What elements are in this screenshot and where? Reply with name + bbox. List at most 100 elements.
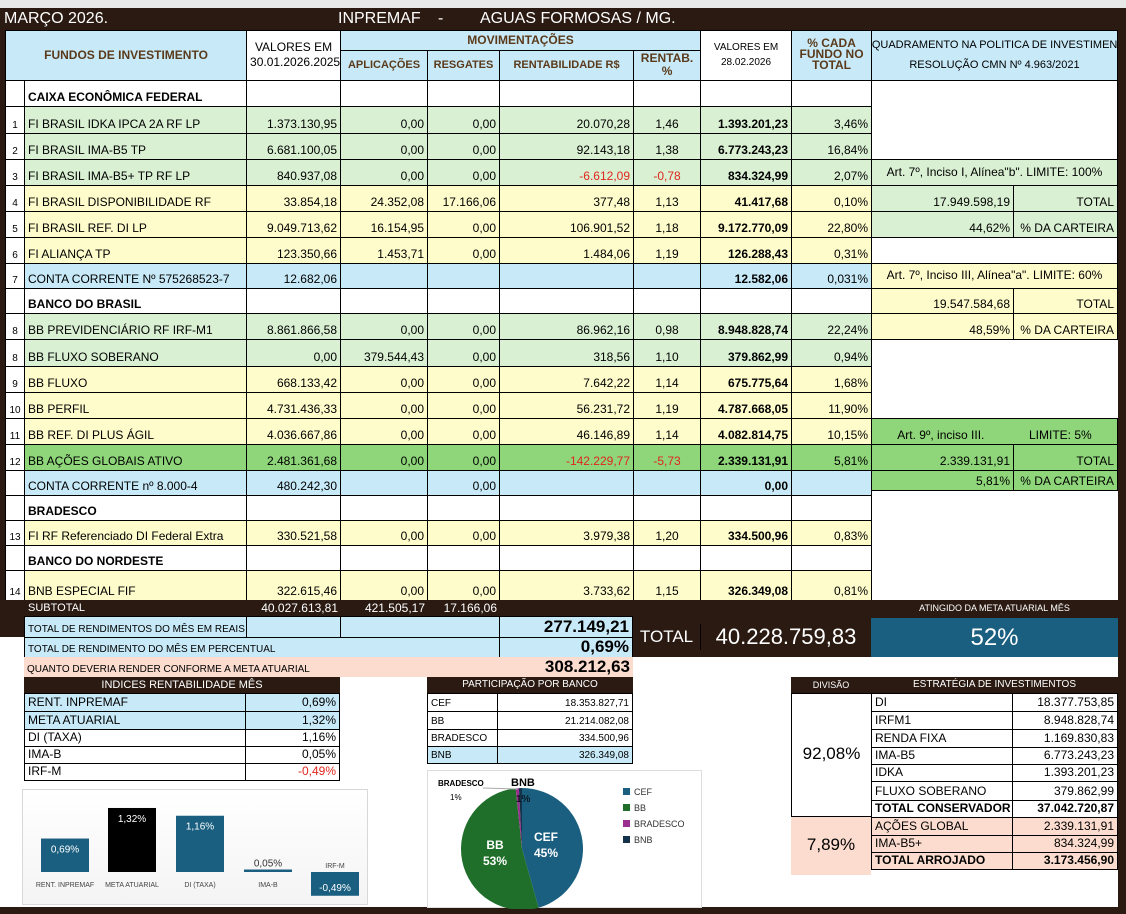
subtotal-row: SUBTOTAL 40.027.613,81 421.505,17 17.166… xyxy=(0,600,1126,616)
blank-cell xyxy=(700,545,793,571)
cell-curr: 12.582,06 xyxy=(700,263,793,289)
blank-cell xyxy=(499,495,635,521)
cell-pct xyxy=(633,470,702,496)
cell-apl: 24.352,08 xyxy=(340,185,429,212)
cell-name: BNB ESPECIAL FIF xyxy=(23,570,248,601)
bank-section-row: BRADESCO xyxy=(5,495,873,521)
cell-rent: 1.484,06 xyxy=(499,237,635,264)
blank-cell xyxy=(340,545,429,571)
cell-num: 8 xyxy=(5,313,25,340)
policy-art9-title: Art. 9º, inciso III. LIMITE: 5% xyxy=(871,418,1118,445)
cell-rent: 377,48 xyxy=(499,185,635,212)
blank-cell xyxy=(791,495,873,521)
income-label: TOTAL DE RENDIMENTOS DO MÊS EM REAIS xyxy=(24,616,247,638)
strategy-value: 8.948.828,74 xyxy=(1012,711,1118,730)
cell-curr: 126.288,43 xyxy=(700,237,793,264)
bar-di-taxa- xyxy=(176,815,224,872)
cell-rent xyxy=(499,263,635,289)
strategy-value: 37.042.720,87 xyxy=(1012,800,1118,818)
cell-name: BB PERFIL xyxy=(23,392,248,419)
blank-cell xyxy=(246,616,341,638)
cell-resg: 0,00 xyxy=(427,392,501,419)
cell-num: 6 xyxy=(5,237,25,264)
cell-prev: 480.242,30 xyxy=(246,470,342,496)
legend-label: BNB xyxy=(634,835,653,845)
bank-name: CAIXA ECONÔMICA FEDERAL xyxy=(23,80,248,107)
blank-cell xyxy=(340,80,429,107)
cell-curr: 1.393.201,23 xyxy=(700,106,793,134)
cell-rent: 3.733,62 xyxy=(499,570,635,601)
cell-resg: 0,00 xyxy=(427,159,501,186)
cell-resg: 0,00 xyxy=(427,133,501,160)
legend-label: BB xyxy=(634,803,646,813)
cell-rent: 86.962,16 xyxy=(499,313,635,340)
cell-rent: 20.070,28 xyxy=(499,106,635,134)
bar-category-label: IRF-M xyxy=(325,863,345,870)
goal-value: 52% xyxy=(871,618,1118,657)
bar-category-label: META ATUARIAL xyxy=(105,882,159,889)
strategy-label: IMA-B5+ xyxy=(871,835,1014,853)
title-separator: - xyxy=(438,10,444,27)
strategy-value: 18.377.753,85 xyxy=(1012,693,1118,712)
blank-cell xyxy=(700,80,793,107)
cell-prev: 6.681.100,05 xyxy=(246,133,342,160)
strategy-label: FLUXO SOBERANO xyxy=(871,781,1014,801)
cell-curr: 4.787.668,05 xyxy=(700,392,793,419)
strategy-label: IMA-B5 xyxy=(871,747,1014,765)
bank-name: BRADESCO xyxy=(23,495,248,521)
policy-header: ENQUADRAMENTO NA POLITICA DE INVESTIMENT… xyxy=(871,30,1118,81)
indices-label: RENT. INPREMAF xyxy=(24,693,247,712)
cell-resg: 0,00 xyxy=(427,366,501,393)
cell-rent xyxy=(499,470,635,496)
bar-chart-svg: RENT. INPREMAF META ATUARIAL DI (TAXA) IMA-… xyxy=(36,807,359,896)
cell-rent: 92.143,18 xyxy=(499,133,635,160)
indices-label: IRF-M xyxy=(24,763,247,781)
cell-share: 0,031% xyxy=(791,263,873,289)
policy-header-line2: RESOLUÇÃO CMN Nº 4.963/2021 xyxy=(909,58,1080,71)
fund-row: 2 FI BRASIL IMA-B5 TP 6.681.100,05 0,00 0,00… xyxy=(5,133,873,160)
fund-row: CONTA CORRENTE nº 8.000-4 480.242,30 0,00 0… xyxy=(5,470,873,496)
cell-num: 14 xyxy=(5,570,25,601)
indices-label: DI (TAXA) xyxy=(24,729,247,747)
legend-swatch-bb xyxy=(623,804,630,811)
bar-category-label: RENT. INPREMAF xyxy=(36,882,94,889)
cell-prev: 330.521,58 xyxy=(246,520,342,546)
blank-cell xyxy=(5,80,25,107)
policy-art7-i-total-label: TOTAL xyxy=(1013,185,1118,212)
city-name: AGUAS FORMOSAS / MG. xyxy=(480,10,676,27)
cell-name: CONTA CORRENTE nº 8.000-4 xyxy=(23,470,248,496)
bar-rent-inpremaf xyxy=(41,838,89,872)
blank-cell xyxy=(633,80,702,107)
policy-art7-iii-total-label: TOTAL xyxy=(1013,288,1118,314)
pie-label-bb-name: BB xyxy=(486,838,504,852)
cell-name: BB AÇÕES GLOBAIS ATIVO xyxy=(23,444,248,471)
cell-pct: 1,14 xyxy=(633,418,702,445)
cell-share: 5,81% xyxy=(791,444,873,471)
left-border xyxy=(0,616,24,637)
banks-label: BNB xyxy=(427,746,499,764)
blank-cell xyxy=(427,495,501,521)
header-curr-line2: 28.02.2026 xyxy=(721,56,772,68)
blank-cell xyxy=(499,288,635,314)
cell-share: 1,68% xyxy=(791,366,873,393)
strategy-value: 834.324,99 xyxy=(1012,835,1118,853)
bank-section-row: CAIXA ECONÔMICA FEDERAL xyxy=(5,80,873,107)
strategy-label: IDKA xyxy=(871,764,1014,782)
policy-header-line1: ENQUADRAMENTO NA POLITICA DE INVESTIMENT… xyxy=(871,38,1118,51)
fund-row: 4 FI BRASIL DISPONIBILIDADE RF 33.854,18 24… xyxy=(5,185,873,212)
total-block: TOTAL 40.228.759,83 52% xyxy=(633,616,1118,657)
cell-share: 0,83% xyxy=(791,520,873,546)
cell-prev: 4.036.667,86 xyxy=(246,418,342,445)
cell-apl: 16.154,95 xyxy=(340,211,429,238)
indices-title: INDICES RENTABILIDADE MÊS xyxy=(24,677,340,693)
cell-share: 22,24% xyxy=(791,313,873,340)
legend-label: BRADESCO xyxy=(634,819,685,829)
cell-curr: 41.417,68 xyxy=(700,185,793,212)
fund-row: 9 BB FLUXO 668.133,42 0,00 0,00 7.642,22 1,14 6… xyxy=(5,366,873,393)
cell-curr: 834.324,99 xyxy=(700,159,793,186)
cell-share: 0,94% xyxy=(791,339,873,367)
pie-label-bnb-pct: 1% xyxy=(516,794,531,805)
pie-label-cef-name: CEF xyxy=(534,830,558,844)
blank-cell xyxy=(5,288,25,314)
cell-rent: 7.642,22 xyxy=(499,366,635,393)
